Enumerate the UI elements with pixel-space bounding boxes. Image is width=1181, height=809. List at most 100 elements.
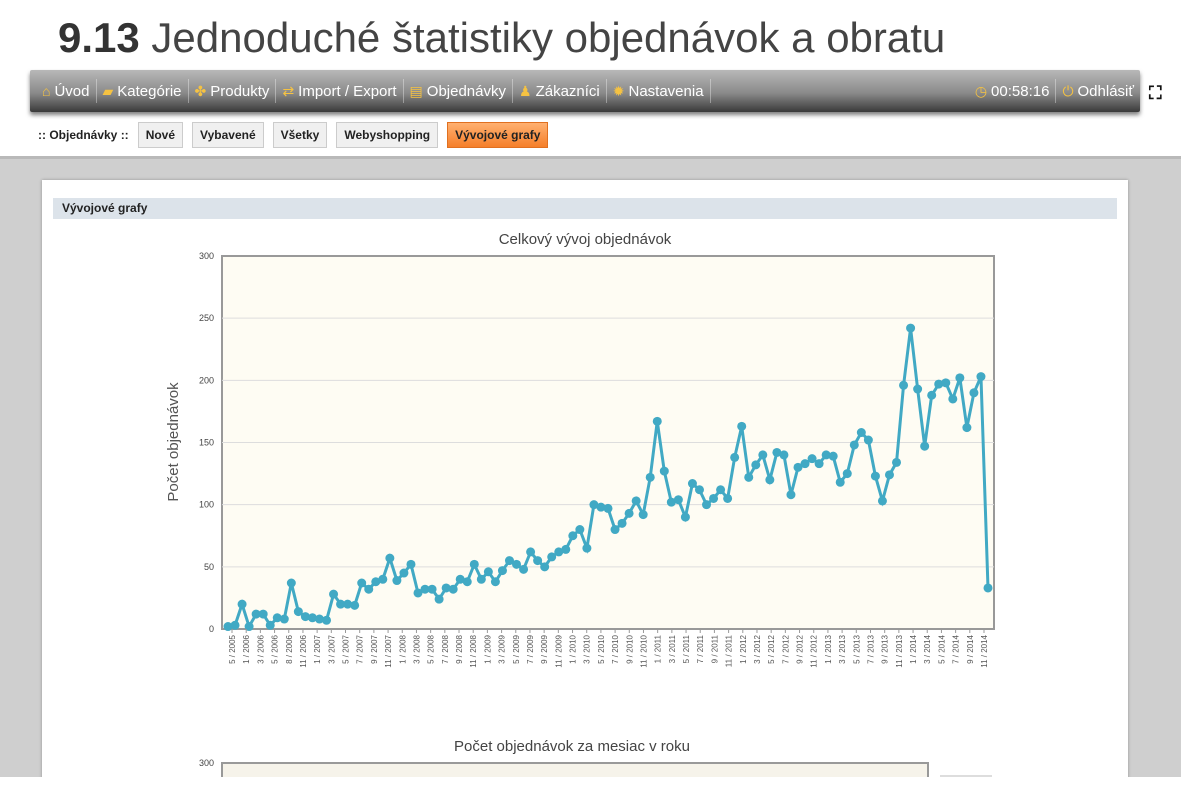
- document-icon: ▤: [409, 82, 423, 99]
- data-point: [807, 454, 817, 464]
- y-tick-label: 150: [199, 438, 214, 448]
- data-point: [293, 607, 303, 617]
- data-point: [399, 568, 409, 578]
- nav-label: Produkty: [210, 82, 270, 100]
- home-icon: ⌂: [42, 83, 51, 99]
- data-point: [371, 577, 381, 587]
- tab-vybavene[interactable]: Vybavené: [192, 122, 264, 148]
- data-point: [814, 459, 824, 469]
- x-tick-label: 7 / 2010: [611, 634, 620, 663]
- y-tick-label: 50: [204, 562, 214, 572]
- data-point: [610, 525, 620, 535]
- data-point: [596, 502, 606, 512]
- data-point: [533, 556, 543, 566]
- tab-vsetky[interactable]: Všetky: [272, 122, 328, 148]
- x-tick-label: 5 / 2007: [342, 634, 351, 663]
- data-point: [617, 518, 627, 528]
- nav-label: Úvod: [54, 82, 90, 100]
- x-tick-label: 1 / 2013: [824, 634, 833, 663]
- x-tick-label: 5 / 2012: [767, 634, 776, 663]
- x-tick-label: 11 / 2008: [469, 634, 478, 667]
- nav-item-2[interactable]: ✤ Produkty: [189, 79, 277, 103]
- x-tick-label: 11 / 2013: [895, 634, 904, 667]
- data-point: [962, 423, 972, 433]
- subnav-label: :: Objednávky ::: [38, 128, 129, 142]
- data-point: [462, 577, 472, 587]
- x-tick-label: 11 / 2010: [639, 634, 648, 667]
- tab-vyvojove-grafy[interactable]: Vývojové grafy: [447, 122, 549, 148]
- data-point: [666, 497, 676, 507]
- data-point: [258, 609, 268, 619]
- data-point: [575, 525, 585, 535]
- x-tick-label: 7 / 2011: [696, 634, 705, 663]
- bottom-whitespace: [0, 777, 1181, 809]
- nav-label: 00:58:16: [991, 82, 1050, 100]
- tab-webyshopping[interactable]: Webyshopping: [336, 122, 439, 148]
- data-point: [512, 559, 522, 569]
- x-tick-label: 8 / 2006: [285, 634, 294, 663]
- clock-icon: ◷: [974, 82, 988, 99]
- x-tick-label: 9 / 2013: [881, 634, 890, 663]
- data-point: [870, 471, 880, 481]
- data-point: [378, 574, 388, 584]
- data-point: [652, 416, 662, 426]
- orders-subnav: :: Objednávky :: Nové Vybavené Všetky We…: [38, 122, 549, 148]
- x-tick-label: 7 / 2012: [781, 634, 790, 663]
- data-point: [300, 612, 310, 622]
- data-point: [603, 503, 613, 513]
- data-point: [659, 466, 669, 476]
- data-point: [624, 508, 634, 518]
- data-point: [406, 559, 416, 569]
- data-point: [638, 510, 648, 520]
- session-timer[interactable]: ◷ 00:58:16: [969, 79, 1057, 103]
- data-point: [856, 428, 866, 438]
- data-point: [568, 531, 578, 541]
- nav-item-6[interactable]: ✹ Nastavenia: [607, 79, 711, 103]
- data-point: [504, 556, 514, 566]
- x-tick-label: 5 / 2006: [271, 634, 280, 663]
- data-point: [490, 577, 500, 587]
- x-tick-label: 1 / 2006: [242, 634, 251, 663]
- x-tick-label: 1 / 2014: [909, 634, 918, 663]
- data-point: [343, 599, 353, 609]
- fullscreen-icon[interactable]: ⛶: [1149, 83, 1162, 103]
- data-point: [723, 493, 733, 503]
- data-point: [223, 622, 233, 632]
- top-navbar: ⌂ Úvod ▰ Kategórie ✤ Produkty ⇄ Import / Export…: [30, 70, 1140, 112]
- data-point: [842, 469, 852, 479]
- y-tick-label: 300: [199, 251, 214, 261]
- data-point: [483, 567, 493, 577]
- nav-item-1[interactable]: ▰ Kategórie: [97, 79, 189, 103]
- data-point: [927, 390, 937, 400]
- data-point: [427, 584, 437, 594]
- data-point: [884, 470, 894, 480]
- data-point: [687, 479, 697, 489]
- data-point: [392, 576, 402, 586]
- data-point: [899, 380, 909, 390]
- nav-item-4[interactable]: ▤ Objednávky: [404, 79, 513, 103]
- x-tick-label: 11 / 2007: [384, 634, 393, 667]
- logout-button[interactable]: ⏻ Odhlásiť: [1056, 79, 1140, 103]
- x-tick-label: 1 / 2008: [398, 634, 407, 663]
- nav-item-5[interactable]: ♟ Zákazníci: [513, 79, 607, 103]
- x-tick-label: 7 / 2013: [866, 634, 875, 663]
- x-tick-label: 1 / 2009: [483, 634, 492, 663]
- x-tick-label: 9 / 2009: [540, 634, 549, 663]
- x-tick-label: 11 / 2012: [810, 634, 819, 667]
- nav-item-3[interactable]: ⇄ Import / Export: [276, 79, 404, 103]
- y-axis-label: Počet objednávok: [165, 382, 182, 502]
- x-tick-label: 1 / 2011: [654, 634, 663, 663]
- data-point: [272, 613, 282, 623]
- x-tick-label: 7 / 2008: [441, 634, 450, 663]
- y-tick-label: 200: [199, 375, 214, 385]
- x-tick-label: 1 / 2010: [569, 634, 578, 663]
- nav-item-0[interactable]: ⌂ Úvod: [36, 79, 97, 103]
- tab-nove[interactable]: Nové: [137, 122, 184, 148]
- data-point: [772, 447, 782, 457]
- data-point: [547, 552, 557, 562]
- data-point: [554, 547, 564, 557]
- x-tick-label: 7 / 2009: [526, 634, 535, 663]
- x-tick-label: 3 / 2012: [753, 634, 762, 663]
- x-tick-label: 5 / 2010: [597, 634, 606, 663]
- data-point: [948, 394, 958, 404]
